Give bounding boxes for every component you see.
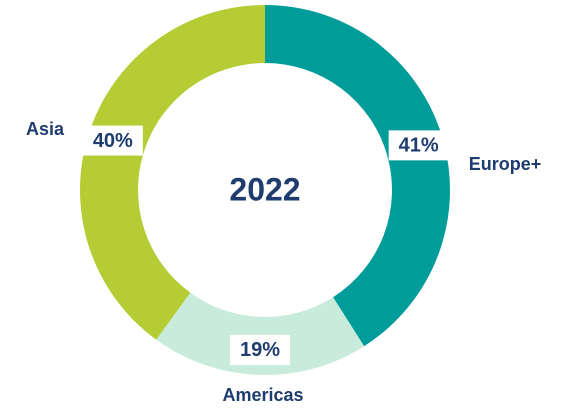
data-label: 19% <box>240 339 280 361</box>
chart-title: 2022 <box>229 171 300 207</box>
category-label: Asia <box>26 119 65 139</box>
donut-segment <box>156 292 365 375</box>
label-background <box>229 334 290 365</box>
label-background <box>388 130 449 161</box>
data-label: 40% <box>93 130 133 152</box>
category-label: Europe+ <box>469 154 542 174</box>
donut-segment <box>79 5 265 340</box>
donut-segment <box>265 5 451 347</box>
data-label: 41% <box>399 135 439 157</box>
label-background <box>82 125 143 156</box>
category-label: Americas <box>222 385 303 405</box>
